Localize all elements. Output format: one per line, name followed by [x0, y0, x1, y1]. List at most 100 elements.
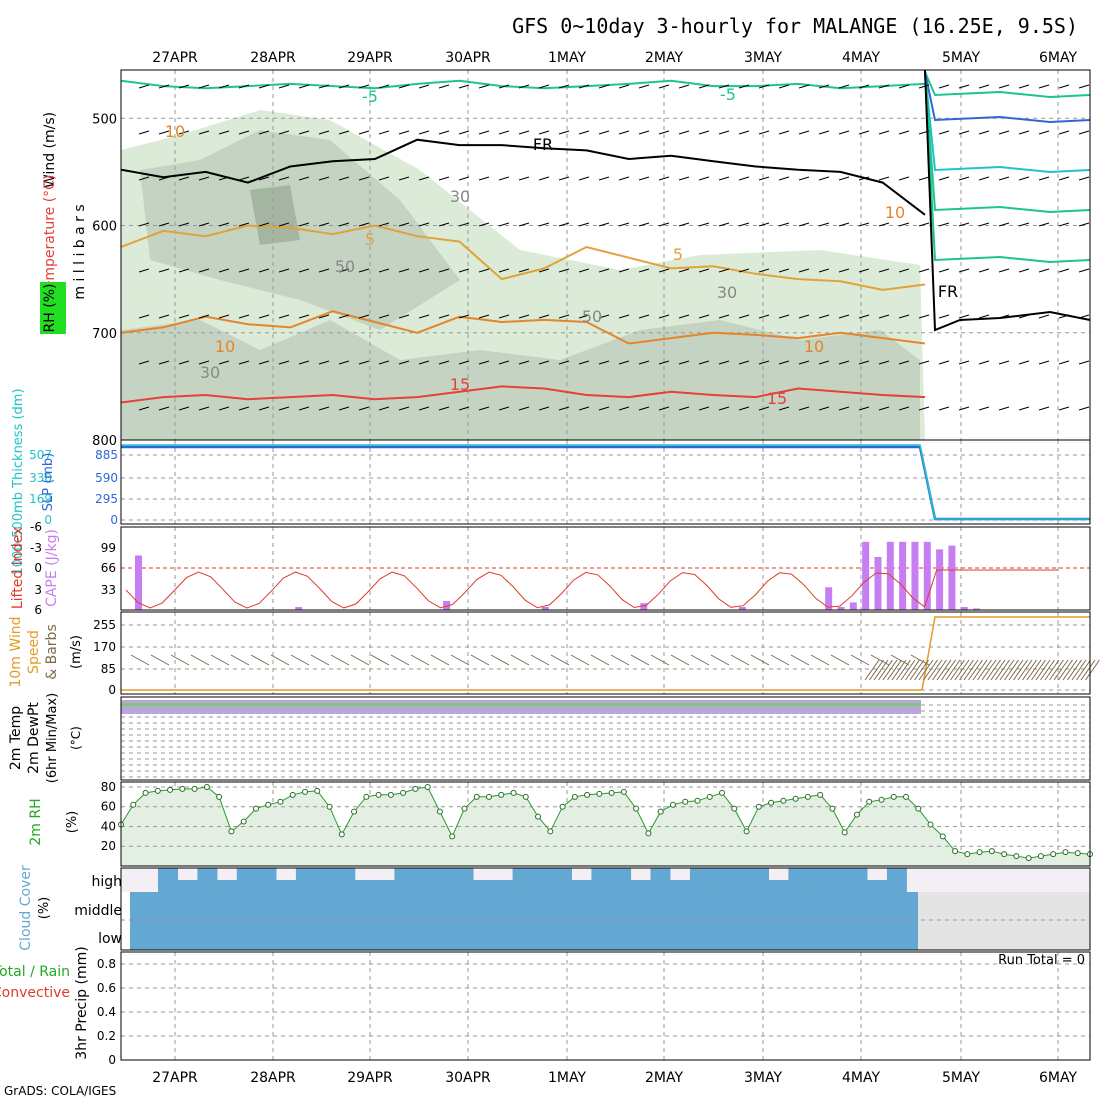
wind-barb: [1058, 222, 1070, 227]
rh2m-panel: 80 60 40 20: [101, 780, 1093, 867]
wind-barb: [478, 130, 490, 135]
cloud-ylabel-unit: (%): [37, 897, 52, 920]
rh2m-point: [768, 799, 775, 806]
wind-barb: [318, 84, 330, 89]
rh2m-point: [866, 798, 873, 805]
top-date-label: 1MAY: [548, 50, 586, 66]
wind-barb: [378, 84, 390, 89]
rh2m-point: [277, 798, 284, 805]
wind-barb: [458, 314, 470, 319]
wind-barb: [758, 130, 770, 135]
wind-barb: [898, 176, 910, 181]
wind-barb: [978, 268, 990, 273]
precip-panel: 0.8 0.6 0.4 0.2 0: [97, 951, 1091, 1067]
precip-ylabel-total: Total / Rain: [0, 964, 70, 980]
cloud-frame: [120, 867, 1091, 951]
rh2m-point: [338, 831, 345, 838]
wind-barb: [138, 314, 150, 319]
contour-label: 30: [450, 187, 470, 206]
wind10-barb-dense: [950, 659, 965, 681]
wind-barb: [958, 222, 970, 227]
wind10-barb-dense: [918, 659, 934, 681]
rh2m-point: [804, 793, 811, 800]
wind10-barb-dense: [887, 659, 902, 681]
wind10-barb-dense: [999, 659, 1015, 681]
wind10-barb-dense: [1044, 659, 1060, 681]
wind-barb: [418, 314, 430, 319]
rh2m-point: [412, 785, 419, 792]
contour-label: 30: [200, 363, 220, 382]
top-date-label: 27APR: [152, 50, 198, 66]
wind-barb: [198, 406, 210, 411]
wind-barb: [478, 222, 490, 227]
precip-tick: 0.8: [97, 957, 116, 971]
lifted-tick: 0: [34, 561, 42, 575]
wind-barb: [138, 222, 150, 227]
wind-barb: [578, 268, 590, 273]
wind10-barb-dense: [968, 659, 983, 681]
wind-barb: [918, 176, 930, 181]
wind10-barb-dense: [1031, 659, 1046, 681]
rh2m-point: [853, 811, 860, 818]
wind-barb: [238, 84, 250, 89]
wind-barb: [218, 406, 230, 411]
rh-ylabel: RH (%): [42, 284, 58, 333]
cloud-high-bar: [670, 880, 691, 892]
wind-barb: [918, 222, 930, 227]
wind10-barb-dense: [878, 659, 893, 681]
wind-barb: [598, 360, 610, 365]
wind-barb: [1038, 222, 1050, 227]
rh2m-point: [1074, 850, 1081, 857]
rh2m-point: [314, 787, 321, 794]
top-date-label: 4MAY: [842, 50, 880, 66]
wind-barb: [1038, 176, 1050, 181]
wind10-barb-dense: [995, 659, 1010, 681]
rh2m-point: [743, 828, 750, 835]
top-date-axis: 27APR 28APR 29APR 30APR 1MAY 2MAY 3MAY 4MAY 5MAY…: [152, 50, 1077, 66]
wind-barb: [658, 130, 670, 135]
rh2m-point: [289, 791, 296, 798]
cloud-high-bar: [808, 868, 829, 892]
wind-barb: [498, 268, 510, 273]
wind-barb: [938, 268, 950, 273]
wind-barb: [318, 176, 330, 181]
wind-barb: [158, 314, 170, 319]
rh2m-point: [424, 783, 431, 790]
slp-tick: 295: [95, 492, 118, 506]
wind10-barb-dense: [990, 659, 1006, 681]
wind-barb: [518, 176, 530, 181]
wind-barb: [158, 406, 170, 411]
wind-barb: [718, 314, 730, 319]
wind-barb: [378, 406, 390, 411]
cloud-high-bar: [552, 868, 572, 892]
wind-barb: [518, 314, 530, 319]
wind10-barb: [770, 654, 790, 666]
cloud-high-bar: [827, 868, 848, 892]
precip-ylabel-group: Total / Rain Convective 3hr Precip (mm) …: [0, 946, 1085, 1059]
chart-title: GFS 0~10day 3-hourly for MALANGE (16.25E…: [512, 14, 1078, 38]
wind-barb: [898, 360, 910, 365]
wind-barb: [758, 314, 770, 319]
rh2m-point: [719, 789, 726, 796]
wind-barb: [318, 406, 330, 411]
rh2m-point: [252, 805, 259, 812]
cloud-high-bar: [591, 868, 612, 892]
wind10-barb: [190, 654, 210, 666]
wind-barb: [158, 222, 170, 227]
wind-barb: [218, 360, 230, 365]
cloud-high-bar: [355, 880, 375, 892]
top-date-label: 3MAY: [744, 50, 782, 66]
wind-barb: [178, 222, 190, 227]
wind-barb: [938, 406, 950, 411]
wind-barb: [538, 406, 550, 411]
cape-bar: [738, 606, 746, 610]
rh2m-point: [792, 795, 799, 802]
contour-label: 30: [717, 283, 737, 302]
wind-barb: [558, 268, 570, 273]
wind-barb: [478, 314, 490, 319]
wind-barb: [878, 406, 890, 411]
cape-bar: [911, 541, 919, 610]
wind-barb: [358, 268, 370, 273]
contour-right-0: [924, 71, 1091, 99]
wind-barb: [138, 84, 150, 89]
